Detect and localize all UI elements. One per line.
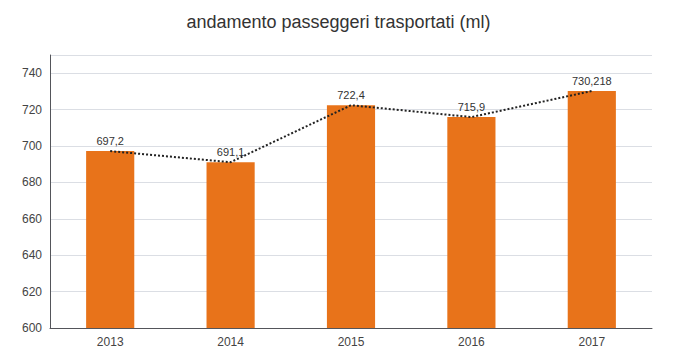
svg-text:2013: 2013 <box>97 335 124 349</box>
svg-text:620: 620 <box>22 285 42 299</box>
svg-text:andamento passeggeri trasporta: andamento passeggeri trasportati (ml) <box>186 12 490 32</box>
svg-text:691,1: 691,1 <box>217 146 245 158</box>
svg-text:697,2: 697,2 <box>96 135 124 147</box>
svg-text:700: 700 <box>22 139 42 153</box>
svg-text:715,9: 715,9 <box>458 101 486 113</box>
svg-text:740: 740 <box>22 66 42 80</box>
svg-text:2016: 2016 <box>458 335 485 349</box>
svg-text:720: 720 <box>22 103 42 117</box>
svg-text:640: 640 <box>22 248 42 262</box>
svg-text:680: 680 <box>22 175 42 189</box>
svg-text:722,4: 722,4 <box>337 89 365 101</box>
svg-text:730,218: 730,218 <box>572 75 612 87</box>
svg-text:600: 600 <box>22 321 42 335</box>
svg-text:2015: 2015 <box>338 335 365 349</box>
svg-text:660: 660 <box>22 212 42 226</box>
svg-text:2014: 2014 <box>217 335 244 349</box>
svg-text:2017: 2017 <box>578 335 605 349</box>
